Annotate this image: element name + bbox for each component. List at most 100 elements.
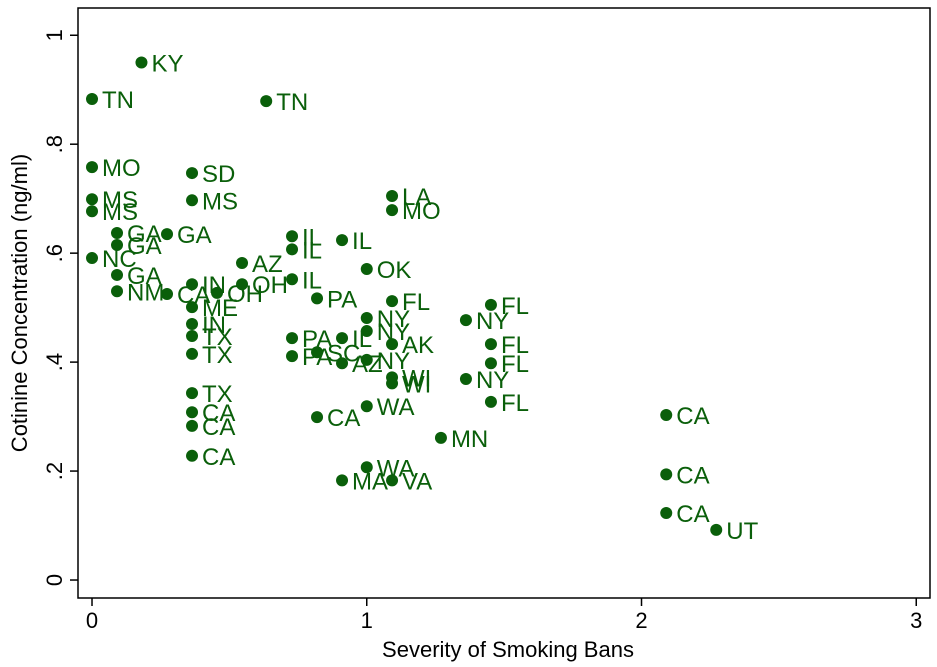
point xyxy=(360,353,373,366)
point xyxy=(111,268,124,281)
point xyxy=(484,357,497,370)
point xyxy=(360,461,373,474)
point xyxy=(86,193,99,206)
point-label: LA xyxy=(402,184,431,211)
point-label: WI xyxy=(402,365,431,392)
point xyxy=(386,189,399,202)
point xyxy=(459,314,472,327)
point-label: GA xyxy=(127,263,162,290)
x-tick-label: 3 xyxy=(910,608,922,633)
point-label: CA xyxy=(202,444,235,471)
point xyxy=(186,449,199,462)
point-label: OK xyxy=(377,257,412,284)
point xyxy=(360,311,373,324)
point-label: CA xyxy=(676,462,709,489)
point xyxy=(186,278,199,291)
point xyxy=(360,400,373,413)
point xyxy=(386,338,399,351)
point-label: MO xyxy=(402,198,441,225)
point xyxy=(286,230,299,243)
point xyxy=(86,252,99,265)
point xyxy=(386,295,399,308)
point xyxy=(286,243,299,256)
point xyxy=(660,507,673,520)
point-label: PA xyxy=(327,286,357,313)
y-tick-label: .8 xyxy=(42,135,67,153)
point xyxy=(484,298,497,311)
point-label: TN xyxy=(276,89,308,116)
point-label: NY xyxy=(476,367,509,394)
x-tick-label: 1 xyxy=(361,608,373,633)
point-label: TX xyxy=(202,342,233,369)
point xyxy=(186,419,199,432)
point-label: TX xyxy=(202,324,233,351)
point xyxy=(484,395,497,408)
point-label: MO xyxy=(102,155,141,182)
point xyxy=(86,92,99,105)
point xyxy=(260,95,273,108)
point-label: ME xyxy=(202,295,238,322)
point xyxy=(360,262,373,275)
point-label: UT xyxy=(726,518,758,545)
point-label: FL xyxy=(501,293,529,320)
point xyxy=(86,205,99,218)
point-label: FL xyxy=(402,289,430,316)
point-label: AK xyxy=(402,332,434,359)
point xyxy=(286,273,299,286)
y-axis-title: Cotinine Concentration (ng/ml) xyxy=(7,154,32,452)
point xyxy=(135,56,148,69)
point xyxy=(86,161,99,174)
point-label: NY xyxy=(377,306,410,333)
point-label: TX xyxy=(202,381,233,408)
point-label: MS xyxy=(102,199,138,226)
point xyxy=(360,325,373,338)
x-axis-title: Severity of Smoking Bans xyxy=(382,637,634,662)
point-label: CA xyxy=(676,403,709,430)
point xyxy=(161,228,174,241)
point-label: NM xyxy=(127,279,164,306)
point xyxy=(111,285,124,298)
point xyxy=(386,377,399,390)
point-label: CA xyxy=(202,414,235,441)
point-label: GA xyxy=(127,221,162,248)
x-tick-label: 0 xyxy=(86,608,98,633)
point xyxy=(111,226,124,239)
point-label: NY xyxy=(476,308,509,335)
point xyxy=(386,204,399,217)
point-label: SD xyxy=(202,161,235,188)
point xyxy=(111,238,124,251)
point-label: CA xyxy=(676,501,709,528)
y-tick-label: 0 xyxy=(42,574,67,586)
y-tick-label: .4 xyxy=(42,353,67,371)
point xyxy=(660,408,673,421)
point-label: FL xyxy=(501,390,529,417)
point-label: FL xyxy=(501,332,529,359)
point xyxy=(186,317,199,330)
y-tick-label: 1 xyxy=(42,29,67,41)
point-label: AZ xyxy=(252,251,283,278)
point xyxy=(236,278,249,291)
x-tick-label: 2 xyxy=(635,608,647,633)
point xyxy=(186,347,199,360)
point-label: WA xyxy=(377,394,415,421)
point xyxy=(186,387,199,400)
point-label: MS xyxy=(102,187,138,214)
point-label: MN xyxy=(451,426,488,453)
point xyxy=(336,474,349,487)
point-label: IL xyxy=(302,267,322,294)
point-label: TN xyxy=(102,87,134,114)
point-label: IL xyxy=(352,228,372,255)
point-label: OH xyxy=(252,272,288,299)
point-label: KY xyxy=(151,50,183,77)
point-label: IL xyxy=(302,237,322,264)
point xyxy=(236,256,249,269)
point xyxy=(186,194,199,207)
point xyxy=(311,292,324,305)
point xyxy=(186,167,199,180)
point xyxy=(211,286,224,299)
point-label: VA xyxy=(402,468,432,495)
point xyxy=(710,523,723,536)
point-label: NY xyxy=(377,348,410,375)
